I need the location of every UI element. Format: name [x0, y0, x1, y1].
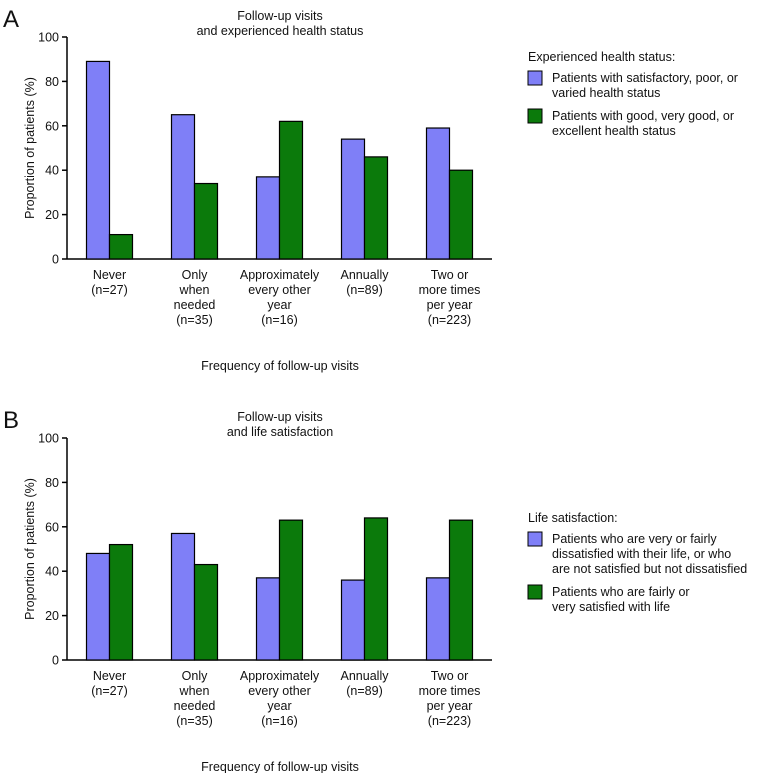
x-tick-label: Two or more times per year (n=223) [419, 268, 481, 327]
legend-label: Patients with satisfactory, poor, or vari… [552, 71, 738, 100]
chart-title: Follow-up visits and experienced health s… [197, 9, 364, 38]
bar [193, 563, 219, 661]
x-axis-label: Frequency of follow-up visits [201, 359, 359, 373]
bar [170, 532, 196, 661]
x-tick-label: Only when needed (n=35) [174, 268, 216, 327]
x-tick-label: Annually (n=89) [341, 268, 390, 297]
bar [340, 579, 366, 661]
bar [170, 114, 196, 260]
legend-swatch [527, 108, 543, 124]
x-tick-label: Approximately every other year (n=16) [240, 268, 320, 327]
x-axis-label: Frequency of follow-up visits [201, 760, 359, 773]
y-tick-label: 100 [38, 432, 59, 446]
legend-swatch [527, 584, 543, 600]
x-tick-label: Only when needed (n=35) [174, 669, 216, 728]
legend-title: Experienced health status: [528, 50, 675, 64]
legend-swatch [527, 70, 543, 86]
bar [85, 552, 111, 661]
y-tick-label: 80 [45, 476, 59, 490]
legend-label: Patients with good, very good, or excelle… [552, 109, 734, 138]
bar [425, 127, 451, 260]
legend-swatch [527, 531, 543, 547]
bar [363, 156, 389, 260]
bar [278, 519, 304, 661]
y-tick-label: 40 [45, 164, 59, 178]
bar [85, 60, 111, 260]
y-tick-label: 60 [45, 520, 59, 534]
bar [108, 233, 134, 260]
bar [255, 577, 281, 661]
bar [278, 120, 304, 260]
y-axis-label: Proportion of patients (%) [23, 77, 37, 219]
bar [425, 577, 451, 661]
y-tick-label: 100 [38, 31, 59, 45]
bar [448, 169, 474, 260]
bar [340, 138, 366, 260]
y-tick-label: 40 [45, 565, 59, 579]
bar [108, 543, 134, 661]
x-tick-label: Never (n=27) [91, 268, 127, 297]
y-tick-label: 0 [52, 253, 59, 267]
y-tick-label: 0 [52, 654, 59, 668]
y-tick-label: 80 [45, 75, 59, 89]
x-tick-label: Approximately every other year (n=16) [240, 669, 320, 728]
y-tick-label: 20 [45, 208, 59, 222]
panel-label: A [3, 6, 19, 33]
bar [363, 517, 389, 661]
panel-label: B [3, 407, 19, 434]
chart-title: Follow-up visits and life satisfaction [227, 410, 333, 439]
y-tick-label: 60 [45, 119, 59, 133]
x-tick-label: Never (n=27) [91, 669, 127, 698]
legend-label: Patients who are fairly or very satisfied… [552, 585, 690, 614]
y-axis-label: Proportion of patients (%) [23, 478, 37, 620]
y-tick-label: 20 [45, 609, 59, 623]
bar [193, 182, 219, 260]
bar [448, 519, 474, 661]
x-tick-label: Two or more times per year (n=223) [419, 669, 481, 728]
bar [255, 176, 281, 260]
legend-title: Life satisfaction: [528, 511, 618, 525]
legend-label: Patients who are very or fairly dissatisf… [552, 532, 747, 576]
x-tick-label: Annually (n=89) [341, 669, 390, 698]
